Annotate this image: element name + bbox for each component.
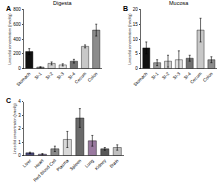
svg-text:0: 0 [135, 66, 138, 71]
svg-text:SI-2: SI-2 [161, 71, 171, 81]
svg-text:SI-4: SI-4 [183, 71, 193, 81]
svg-text:15: 15 [133, 22, 139, 27]
svg-text:Linezolid concentration (nmol/: Linezolid concentration (nmol/g) [13, 103, 17, 154]
svg-text:SI-3: SI-3 [172, 71, 182, 81]
svg-text:Liver: Liver [22, 158, 33, 169]
svg-text:Kidney: Kidney [94, 158, 108, 172]
svg-text:Colon: Colon [202, 71, 214, 83]
svg-text:Colon: Colon [87, 71, 99, 83]
svg-text:5: 5 [135, 51, 138, 56]
svg-text:Stomach: Stomach [15, 71, 31, 87]
svg-text:B: B [123, 5, 128, 12]
svg-text:400: 400 [13, 37, 21, 42]
svg-text:2: 2 [18, 126, 21, 131]
svg-text:SI-1: SI-1 [33, 71, 43, 81]
svg-text:Lung: Lung [84, 158, 95, 169]
svg-text:Spleen: Spleen [69, 158, 83, 172]
svg-text:Stomach: Stomach [133, 71, 149, 87]
svg-text:SI-2: SI-2 [45, 71, 55, 81]
svg-text:1: 1 [18, 140, 21, 145]
svg-text:20: 20 [133, 7, 139, 12]
svg-text:A: A [6, 5, 11, 12]
svg-text:Red Blood Cell: Red Blood Cell [32, 158, 57, 183]
svg-text:3: 3 [18, 113, 21, 118]
svg-text:SI-3: SI-3 [56, 71, 66, 81]
svg-text:10: 10 [133, 37, 139, 42]
svg-text:Cecum: Cecum [74, 71, 88, 85]
svg-text:Heart: Heart [33, 158, 45, 170]
svg-text:Plasma: Plasma [56, 158, 70, 172]
svg-text:Mucosa: Mucosa [169, 0, 189, 6]
svg-text:0: 0 [18, 153, 21, 158]
svg-text:600: 600 [13, 22, 21, 27]
svg-text:Digesta: Digesta [53, 0, 73, 6]
svg-text:0: 0 [18, 66, 21, 71]
svg-text:Cecum: Cecum [189, 71, 203, 85]
svg-text:SI-4: SI-4 [67, 71, 77, 81]
svg-text:Brain: Brain [109, 158, 120, 169]
svg-text:200: 200 [13, 51, 21, 56]
svg-text:4: 4 [18, 99, 21, 104]
svg-text:800: 800 [13, 7, 21, 12]
svg-text:C: C [6, 97, 11, 104]
svg-text:SI-1: SI-1 [150, 71, 160, 81]
svg-text:Linezolid concentration (nmol/: Linezolid concentration (nmol/g) [8, 14, 12, 65]
svg-text:Linezolid concentration (nmol/: Linezolid concentration (nmol/g) [128, 14, 132, 65]
